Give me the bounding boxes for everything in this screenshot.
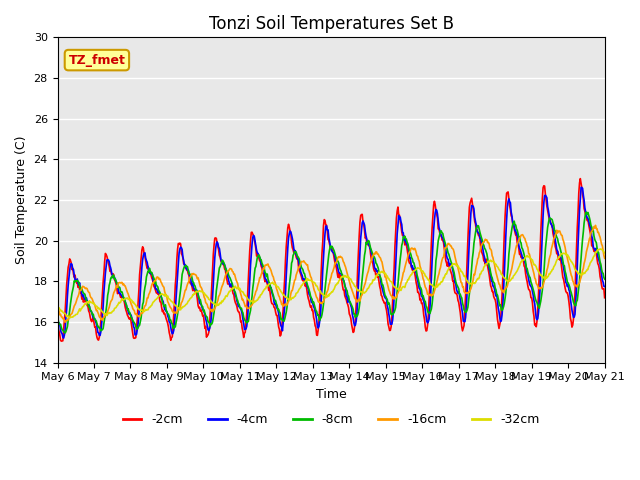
-16cm — [431, 288, 438, 294]
-2cm — [577, 176, 584, 181]
-16cm — [552, 232, 559, 238]
-32cm — [323, 294, 331, 300]
-16cm — [323, 288, 331, 294]
-32cm — [66, 315, 74, 321]
-2cm — [376, 287, 384, 292]
-8cm — [601, 276, 609, 282]
-16cm — [376, 255, 384, 261]
-16cm — [591, 222, 599, 228]
Line: -16cm: -16cm — [58, 225, 605, 322]
-2cm — [175, 240, 182, 246]
-2cm — [198, 310, 205, 315]
-8cm — [552, 228, 559, 234]
-4cm — [54, 318, 61, 324]
-32cm — [175, 305, 182, 311]
Title: Tonzi Soil Temperatures Set B: Tonzi Soil Temperatures Set B — [209, 15, 454, 33]
-2cm — [552, 244, 559, 250]
-2cm — [601, 295, 609, 300]
Line: -4cm: -4cm — [58, 187, 605, 338]
-16cm — [61, 319, 69, 325]
-4cm — [577, 184, 585, 190]
-8cm — [582, 209, 590, 215]
-4cm — [431, 217, 438, 223]
-2cm — [58, 338, 65, 344]
Line: -32cm: -32cm — [58, 249, 605, 318]
-2cm — [431, 198, 438, 204]
-32cm — [431, 285, 438, 290]
Y-axis label: Soil Temperature (C): Soil Temperature (C) — [15, 136, 28, 264]
-8cm — [61, 330, 69, 336]
Legend: -2cm, -4cm, -8cm, -16cm, -32cm: -2cm, -4cm, -8cm, -16cm, -32cm — [118, 408, 545, 431]
-4cm — [552, 237, 559, 242]
-16cm — [198, 286, 205, 292]
Line: -2cm: -2cm — [58, 179, 605, 341]
-32cm — [552, 262, 559, 267]
-8cm — [198, 303, 205, 309]
-8cm — [376, 275, 384, 280]
-4cm — [175, 261, 182, 266]
-16cm — [54, 305, 61, 311]
X-axis label: Time: Time — [316, 388, 346, 401]
-4cm — [376, 276, 384, 282]
-16cm — [175, 307, 182, 312]
-32cm — [597, 246, 605, 252]
-8cm — [323, 265, 331, 271]
-16cm — [601, 255, 609, 261]
Line: -8cm: -8cm — [58, 212, 605, 333]
-32cm — [601, 250, 609, 256]
-4cm — [323, 227, 331, 233]
-4cm — [198, 304, 205, 310]
-32cm — [54, 306, 61, 312]
-32cm — [376, 269, 384, 275]
-2cm — [54, 320, 61, 325]
-8cm — [431, 279, 438, 285]
Text: TZ_fmet: TZ_fmet — [68, 54, 125, 67]
-8cm — [54, 317, 61, 323]
-32cm — [198, 288, 205, 294]
-2cm — [323, 228, 331, 233]
-4cm — [601, 284, 609, 289]
-8cm — [175, 305, 182, 311]
-4cm — [60, 335, 67, 341]
